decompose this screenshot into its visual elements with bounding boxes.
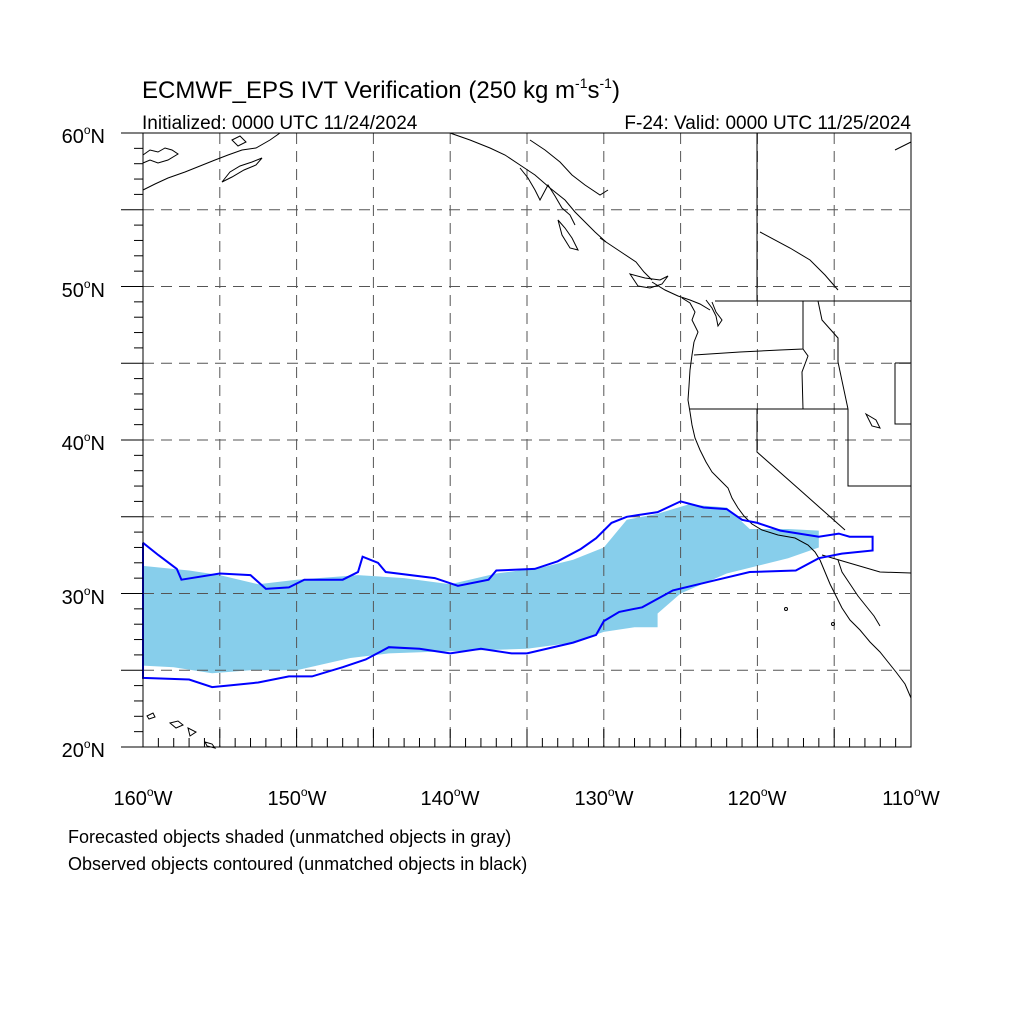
coastlines <box>142 132 912 749</box>
lon-label-110: 110oW <box>882 785 940 810</box>
lon-label-160: 160oW <box>114 785 173 810</box>
axis-ticks <box>121 132 912 748</box>
lat-lon-grid <box>143 133 911 747</box>
lat-label-60: 60oN <box>62 123 105 148</box>
lon-label-150: 150oW <box>268 785 327 810</box>
map-title: ECMWF_EPS IVT Verification (250 kg m-1s-… <box>142 75 620 104</box>
footer-forecast-note: Forecasted objects shaded (unmatched obj… <box>68 827 511 847</box>
lon-label-120: 120oW <box>728 785 787 810</box>
lon-label-140: 140oW <box>421 785 480 810</box>
lon-label-130: 130oW <box>575 785 634 810</box>
lat-label-20: 20oN <box>62 737 105 762</box>
lat-label-40: 40oN <box>62 430 105 455</box>
forecast-object <box>143 504 819 674</box>
footer-observed-note: Observed objects contoured (unmatched ob… <box>68 854 527 874</box>
lon-labels: 160oW 150oW 140oW 130oW 120oW 110oW <box>114 785 940 810</box>
observed-object <box>142 500 874 689</box>
plot-area <box>121 132 912 749</box>
lat-label-30: 30oN <box>62 584 105 609</box>
lat-label-50: 50oN <box>62 277 105 302</box>
initialized-time: Initialized: 0000 UTC 11/24/2024 <box>142 113 418 134</box>
valid-time: F-24: Valid: 0000 UTC 11/25/2024 <box>624 113 911 134</box>
lat-labels: 60oN 50oN 40oN 30oN 20oN <box>62 123 105 762</box>
